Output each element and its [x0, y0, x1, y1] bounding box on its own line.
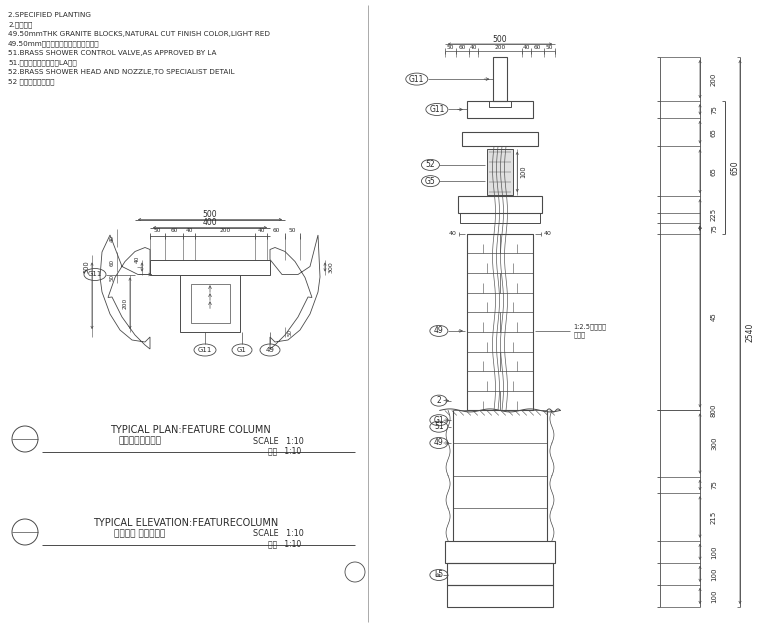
Text: 50: 50: [154, 228, 161, 233]
Text: 比例   1:10: 比例 1:10: [268, 539, 302, 549]
Text: 49: 49: [265, 347, 274, 353]
Bar: [461, 213, 540, 223]
Bar: [467, 234, 533, 411]
Text: 100: 100: [711, 545, 717, 559]
Text: 51: 51: [434, 422, 444, 431]
Text: 49.50mm花岗岩石块，自然切割面層色: 49.50mm花岗岩石块，自然切割面層色: [8, 40, 100, 47]
Text: TYPICAL ELEVATION:FEATURECOLUMN: TYPICAL ELEVATION:FEATURECOLUMN: [93, 518, 279, 528]
Text: TYPICAL PLAN:FEATURE COLUMN: TYPICAL PLAN:FEATURE COLUMN: [109, 425, 271, 435]
Text: 2540: 2540: [746, 322, 755, 342]
Text: 300: 300: [711, 437, 717, 450]
Text: L5: L5: [434, 571, 443, 579]
Text: 800: 800: [711, 404, 717, 417]
Text: 60: 60: [272, 228, 280, 233]
Text: G11: G11: [429, 105, 445, 114]
Text: 40: 40: [470, 45, 477, 50]
Text: 49.50mmTHK GRANITE BLOCKS,NATURAL CUT FINISH COLOR,LIGHT RED: 49.50mmTHK GRANITE BLOCKS,NATURAL CUT FI…: [8, 31, 270, 37]
Text: 100: 100: [711, 567, 717, 581]
Text: G5: G5: [425, 177, 435, 186]
Text: G11: G11: [198, 347, 212, 353]
Text: 60: 60: [109, 258, 115, 265]
Bar: [489, 101, 511, 107]
Text: 200: 200: [711, 72, 717, 86]
Text: 200: 200: [122, 298, 128, 309]
Bar: [462, 132, 537, 147]
Text: 50: 50: [287, 329, 293, 335]
Bar: [486, 149, 513, 195]
Text: 40: 40: [543, 231, 551, 236]
Text: 2.SPECIFIED PLANTING: 2.SPECIFIED PLANTING: [8, 12, 91, 18]
Text: 200: 200: [220, 228, 230, 233]
Text: G1: G1: [237, 347, 247, 353]
Text: 40: 40: [257, 228, 264, 233]
Text: 65: 65: [711, 167, 717, 176]
Text: 60: 60: [170, 228, 178, 233]
Text: 75: 75: [711, 224, 717, 233]
Text: 2: 2: [436, 396, 442, 405]
Text: 45: 45: [711, 312, 717, 321]
Text: 50: 50: [109, 274, 115, 281]
Text: SCALE   1:10: SCALE 1:10: [252, 436, 303, 446]
Text: 40: 40: [135, 255, 140, 263]
Text: 225: 225: [711, 208, 717, 221]
Text: 200: 200: [494, 45, 505, 50]
Text: 215: 215: [711, 510, 717, 524]
Text: 51.BRASS SHOWER CONTROL VALVE,AS APPROVED BY LA: 51.BRASS SHOWER CONTROL VALVE,AS APPROVE…: [8, 50, 217, 56]
Bar: [180, 275, 240, 332]
Bar: [447, 563, 553, 585]
Text: 75: 75: [711, 105, 717, 114]
Text: 40: 40: [185, 228, 193, 233]
Bar: [467, 101, 533, 118]
Bar: [150, 260, 270, 275]
Text: G1: G1: [433, 416, 444, 424]
Bar: [191, 284, 230, 323]
Text: 100: 100: [711, 589, 717, 603]
Text: 51.黄铜淡水控制阀，由LA批准: 51.黄铜淡水控制阀，由LA批准: [8, 59, 77, 66]
Text: 40: 40: [523, 45, 530, 50]
Text: 40: 40: [109, 234, 115, 241]
Text: 100: 100: [521, 166, 526, 178]
Bar: [447, 585, 553, 607]
Text: 50: 50: [289, 228, 296, 233]
Text: 比例   1:10: 比例 1:10: [268, 446, 302, 455]
Text: 500: 500: [83, 261, 89, 273]
Text: 52: 52: [426, 161, 435, 169]
Text: 50: 50: [546, 45, 553, 50]
Bar: [493, 57, 507, 101]
Text: 60: 60: [534, 45, 541, 50]
Text: 典型立面 景观栖立面: 典型立面 景观栖立面: [114, 529, 166, 539]
Text: 650: 650: [730, 160, 739, 175]
Text: G11: G11: [409, 75, 425, 83]
Text: SCALE   1:10: SCALE 1:10: [252, 529, 303, 539]
Text: 60: 60: [459, 45, 466, 50]
Text: 75: 75: [711, 480, 717, 490]
Text: G11: G11: [88, 271, 102, 278]
Text: 2.诺定植山: 2.诺定植山: [8, 21, 33, 28]
Text: 49: 49: [434, 327, 444, 335]
Text: 1:2.5水泥山浆
缝灌浆: 1:2.5水泥山浆 缝灌浆: [573, 324, 606, 338]
Bar: [445, 540, 556, 563]
Text: 典型平面：景观栖: 典型平面：景观栖: [119, 436, 161, 446]
Text: 50: 50: [447, 45, 454, 50]
Text: 500: 500: [492, 34, 508, 43]
Text: 300: 300: [328, 261, 334, 273]
Text: 400: 400: [203, 218, 217, 227]
Text: 500: 500: [203, 210, 217, 219]
Text: 49: 49: [434, 438, 444, 448]
Bar: [458, 196, 542, 213]
Text: 52.BRASS SHOWER HEAD AND NOZZLE,TO SPECIALIST DETAIL: 52.BRASS SHOWER HEAD AND NOZZLE,TO SPECI…: [8, 69, 235, 75]
Text: 65: 65: [711, 128, 717, 137]
Text: 40: 40: [449, 231, 457, 236]
Text: 52 黄铜淡水头和嘻嘴: 52 黄铜淡水头和嘻嘴: [8, 78, 55, 85]
